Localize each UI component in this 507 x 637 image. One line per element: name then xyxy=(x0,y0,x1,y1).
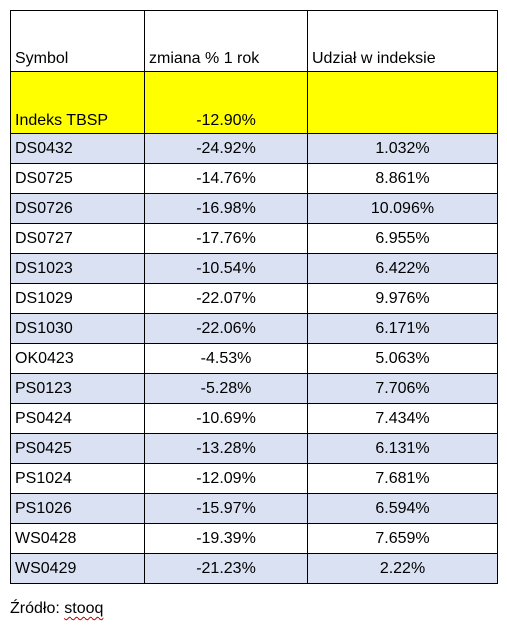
symbol-cell: DS1030 xyxy=(10,313,145,344)
change-cell: -4.53% xyxy=(144,343,308,374)
share-cell: 8.861% xyxy=(307,163,498,194)
table-body: Symbol zmiana % 1 rok Udział w indeksie … xyxy=(10,10,498,584)
table-row: DS0725 -14.76% 8.861% xyxy=(10,163,498,194)
header-share: Udział w indeksie xyxy=(307,10,498,72)
table-row: PS0424 -10.69% 7.434% xyxy=(10,403,498,434)
share-cell: 7.659% xyxy=(307,523,498,554)
table-row: WS0429 -21.23% 2.22% xyxy=(10,553,498,584)
symbol-cell: WS0429 xyxy=(10,553,145,584)
spreadsheet-region: Symbol zmiana % 1 rok Udział w indeksie … xyxy=(10,10,498,584)
table-row: OK0423 -4.53% 5.063% xyxy=(10,343,498,374)
share-cell: 5.063% xyxy=(307,343,498,374)
header-symbol: Symbol xyxy=(10,10,145,72)
change-cell: -21.23% xyxy=(144,553,308,584)
table-row: WS0428 -19.39% 7.659% xyxy=(10,523,498,554)
index-share-cell xyxy=(307,71,498,134)
table-row: DS0726 -16.98% 10.096% xyxy=(10,193,498,224)
symbol-cell: DS0725 xyxy=(10,163,145,194)
symbol-cell: DS1023 xyxy=(10,253,145,284)
table-row: PS0425 -13.28% 6.131% xyxy=(10,433,498,464)
share-cell: 6.131% xyxy=(307,433,498,464)
source-name: stooq xyxy=(64,600,104,617)
symbol-cell: DS0727 xyxy=(10,223,145,254)
header-change: zmiana % 1 rok xyxy=(144,10,308,72)
change-cell: -14.76% xyxy=(144,163,308,194)
change-cell: -17.76% xyxy=(144,223,308,254)
symbol-cell: PS1026 xyxy=(10,493,145,524)
symbol-cell: PS0424 xyxy=(10,403,145,434)
share-cell: 6.955% xyxy=(307,223,498,254)
table-row: PS1026 -15.97% 6.594% xyxy=(10,493,498,524)
change-cell: -15.97% xyxy=(144,493,308,524)
share-cell: 10.096% xyxy=(307,193,498,224)
change-cell: -13.28% xyxy=(144,433,308,464)
share-cell: 7.706% xyxy=(307,373,498,404)
share-cell: 6.171% xyxy=(307,313,498,344)
share-cell: 6.422% xyxy=(307,253,498,284)
change-cell: -10.54% xyxy=(144,253,308,284)
symbol-cell: DS0432 xyxy=(10,133,145,164)
share-cell: 7.681% xyxy=(307,463,498,494)
header-row: Symbol zmiana % 1 rok Udział w indeksie xyxy=(10,10,498,72)
table-row: DS1029 -22.07% 9.976% xyxy=(10,283,498,314)
table-row: PS0123 -5.28% 7.706% xyxy=(10,373,498,404)
share-cell: 1.032% xyxy=(307,133,498,164)
symbol-cell: OK0423 xyxy=(10,343,145,374)
change-cell: -12.09% xyxy=(144,463,308,494)
change-cell: -5.28% xyxy=(144,373,308,404)
change-cell: -16.98% xyxy=(144,193,308,224)
index-row: Indeks TBSP -12.90% xyxy=(10,71,498,134)
share-cell: 2.22% xyxy=(307,553,498,584)
source-note: Źródło: stooq xyxy=(10,599,103,619)
table-row: PS1024 -12.09% 7.681% xyxy=(10,463,498,494)
change-cell: -19.39% xyxy=(144,523,308,554)
bond-index-table: Symbol zmiana % 1 rok Udział w indeksie … xyxy=(10,10,498,584)
symbol-cell: PS1024 xyxy=(10,463,145,494)
source-label: Źródło: xyxy=(10,600,65,617)
change-cell: -10.69% xyxy=(144,403,308,434)
symbol-cell: WS0428 xyxy=(10,523,145,554)
share-cell: 6.594% xyxy=(307,493,498,524)
change-cell: -22.06% xyxy=(144,313,308,344)
symbol-cell: PS0123 xyxy=(10,373,145,404)
share-cell: 9.976% xyxy=(307,283,498,314)
symbol-cell: PS0425 xyxy=(10,433,145,464)
symbol-cell: DS0726 xyxy=(10,193,145,224)
table-row: DS1030 -22.06% 6.171% xyxy=(10,313,498,344)
index-change-cell: -12.90% xyxy=(144,71,308,134)
share-cell: 7.434% xyxy=(307,403,498,434)
change-cell: -22.07% xyxy=(144,283,308,314)
table-row: DS0727 -17.76% 6.955% xyxy=(10,223,498,254)
table-row: DS1023 -10.54% 6.422% xyxy=(10,253,498,284)
table-row: DS0432 -24.92% 1.032% xyxy=(10,133,498,164)
symbol-cell: DS1029 xyxy=(10,283,145,314)
change-cell: -24.92% xyxy=(144,133,308,164)
index-symbol-cell: Indeks TBSP xyxy=(10,71,145,134)
